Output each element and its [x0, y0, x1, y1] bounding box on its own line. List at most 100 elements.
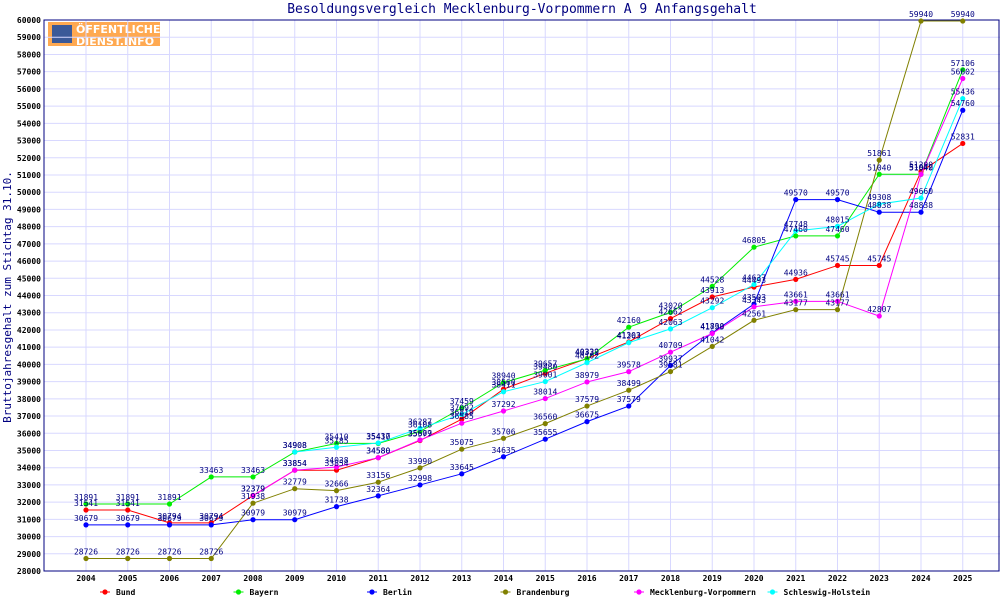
data-point-brandenburg	[960, 18, 966, 24]
data-label-bund: 43913	[700, 286, 724, 295]
data-point-mecklenburg-vorpommern	[584, 379, 590, 385]
data-label-mecklenburg-vorpommern: 38979	[575, 371, 599, 380]
data-label-mecklenburg-vorpommern: 41793	[700, 323, 724, 332]
data-label-schleswig-holstein: 40102	[575, 352, 599, 361]
data-label-bund: 41303	[617, 331, 641, 340]
data-point-berlin	[918, 209, 924, 215]
data-label-brandenburg: 33156	[366, 471, 390, 480]
data-label-mecklenburg-vorpommern: 32379	[241, 485, 265, 494]
data-point-bund	[876, 262, 882, 269]
data-point-brandenburg	[584, 403, 590, 409]
data-label-bayern: 31891	[116, 493, 140, 502]
data-point-berlin	[375, 493, 381, 499]
data-label-bayern: 43020	[658, 301, 682, 310]
data-point-schleswig-holstein	[834, 223, 841, 229]
x-tick-label: 2009	[285, 574, 304, 583]
data-label-bund: 34580	[366, 447, 390, 456]
data-label-berlin: 30979	[283, 509, 307, 518]
x-tick-label: 2011	[369, 574, 388, 583]
data-point-bayern	[960, 67, 966, 73]
data-point-berlin	[459, 471, 465, 477]
data-point-bayern	[166, 501, 173, 507]
data-label-brandenburg: 32779	[283, 478, 307, 487]
data-label-bayern: 57106	[951, 59, 975, 68]
data-label-bayern: 33463	[241, 466, 265, 475]
data-label-berlin: 31738	[324, 496, 348, 505]
data-point-berlin	[333, 504, 340, 510]
series-group	[83, 18, 966, 562]
data-label-brandenburg: 59940	[951, 10, 975, 19]
data-label-mecklenburg-vorpommern: 38014	[533, 388, 557, 397]
y-tick-label: 60000	[17, 16, 41, 25]
data-label-bund: 45745	[867, 254, 891, 263]
data-label-brandenburg: 28726	[74, 547, 98, 556]
data-point-bund	[83, 507, 89, 513]
data-label-brandenburg: 31938	[241, 492, 265, 501]
data-label-schleswig-holstein: 43292	[700, 297, 724, 306]
data-label-mecklenburg-vorpommern: 56602	[951, 68, 975, 77]
y-tick-label: 34000	[17, 464, 41, 473]
data-labels: 31541 31541 30794 30794 32379 33854 33854 34580…	[74, 10, 975, 556]
data-label-berlin: 34635	[491, 446, 515, 455]
data-label-berlin: 48838	[867, 201, 891, 210]
data-label-bund: 36819	[450, 408, 474, 417]
data-label-mecklenburg-vorpommern: 33854	[283, 459, 307, 468]
legend-marker-bund	[102, 589, 108, 595]
x-tick-label: 2012	[410, 574, 429, 583]
y-tick-label: 42000	[17, 326, 41, 335]
data-point-bund	[459, 416, 465, 422]
data-point-schleswig-holstein	[292, 449, 298, 455]
data-point-schleswig-holstein	[667, 326, 674, 332]
data-point-bund	[793, 276, 799, 282]
data-point-schleswig-holstein	[960, 95, 966, 102]
data-label-schleswig-holstein: 39001	[533, 371, 557, 380]
legend-label-bayern: Bayern	[250, 588, 279, 597]
data-point-bayern	[125, 501, 131, 507]
data-point-schleswig-holstein	[709, 305, 715, 311]
data-label-berlin: 36675	[575, 411, 599, 420]
series-line-berlin	[86, 110, 964, 526]
legend-marker-brandenburg	[502, 589, 509, 595]
data-point-mecklenburg-vorpommern	[417, 437, 423, 443]
data-point-brandenburg	[125, 555, 131, 562]
data-label-brandenburg: 41042	[700, 335, 724, 344]
data-label-berlin: 33645	[450, 463, 474, 472]
data-point-brandenburg	[793, 307, 799, 313]
data-label-berlin: 43503	[742, 293, 766, 302]
data-point-berlin	[83, 522, 89, 528]
data-label-bund: 39480	[533, 362, 557, 371]
data-point-mecklenburg-vorpommern	[709, 330, 715, 337]
x-tick-label: 2015	[536, 574, 555, 583]
data-point-schleswig-holstein	[876, 201, 882, 207]
x-tick-label: 2005	[118, 574, 137, 583]
data-label-mecklenburg-vorpommern: 43343	[742, 296, 766, 305]
data-point-bayern	[709, 283, 715, 290]
y-tick-label: 41000	[17, 343, 41, 352]
y-tick-label: 29000	[17, 550, 41, 559]
data-point-brandenburg	[500, 435, 507, 441]
logo-line-2: DIENST.INFO	[76, 35, 154, 48]
data-label-schleswig-holstein: 47748	[784, 220, 808, 229]
y-tick-label: 54000	[17, 119, 41, 128]
x-tick-label: 2017	[619, 574, 638, 583]
data-point-mecklenburg-vorpommern	[960, 75, 966, 82]
data-point-schleswig-holstein	[918, 195, 924, 201]
logo-mark	[52, 25, 72, 43]
x-tick-label: 2008	[243, 574, 262, 583]
data-label-brandenburg: 51861	[867, 149, 891, 158]
data-point-berlin	[584, 419, 590, 425]
data-label-berlin: 41830	[700, 322, 724, 331]
data-label-bund: 33854	[324, 459, 348, 468]
x-tick-label: 2016	[577, 574, 596, 583]
data-point-brandenburg	[626, 387, 632, 393]
data-point-bayern	[834, 233, 841, 239]
data-point-mecklenburg-vorpommern	[667, 349, 674, 355]
data-point-berlin	[208, 522, 214, 528]
data-point-bayern	[333, 440, 340, 447]
data-label-bayern: 36108	[408, 420, 432, 429]
x-tick-label: 2006	[160, 574, 179, 583]
y-tick-label: 28000	[17, 567, 41, 576]
data-point-berlin	[292, 517, 298, 523]
data-point-bayern	[584, 356, 590, 362]
data-label-berlin: 37579	[617, 395, 641, 404]
